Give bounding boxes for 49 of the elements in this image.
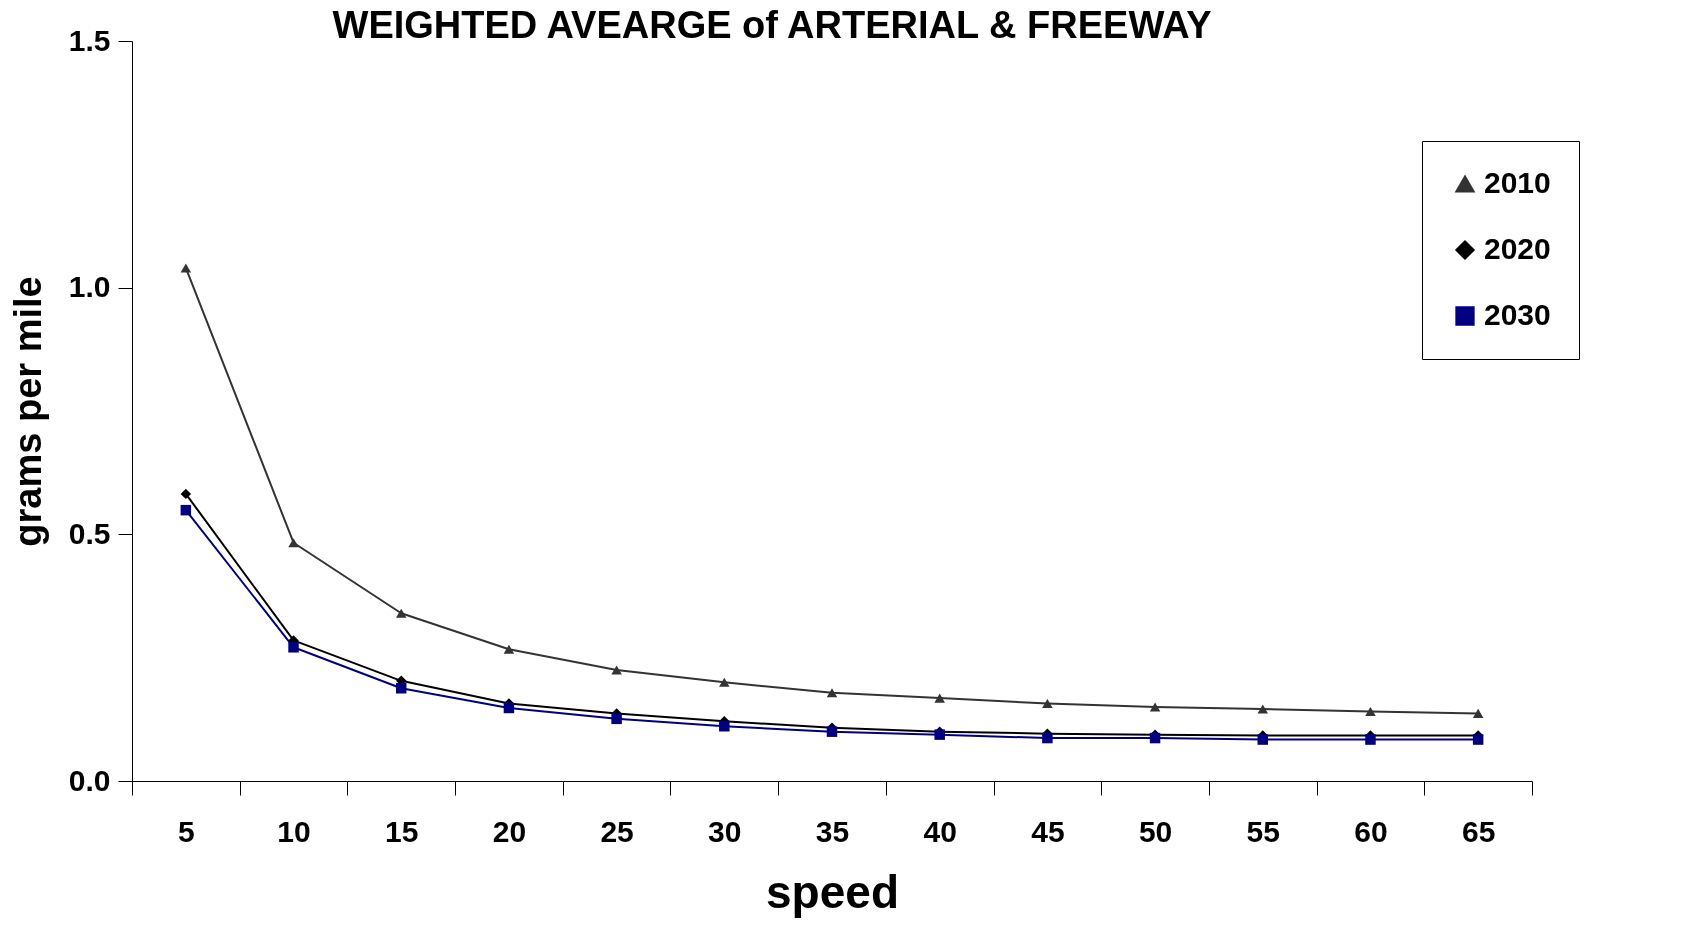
legend-label: 2010: [1484, 166, 1551, 199]
point: [288, 642, 299, 653]
point: [1257, 734, 1269, 745]
x-tick-label: 25: [600, 814, 634, 848]
x-tick-label: 40: [923, 814, 957, 848]
point: [719, 721, 730, 732]
x-tick-label: 65: [1461, 814, 1496, 848]
x-tick-label: 20: [492, 814, 527, 848]
point: [503, 702, 515, 714]
y-tick-label: 1.0: [68, 270, 111, 304]
point: [288, 538, 299, 548]
point: [180, 488, 192, 500]
point: [826, 688, 838, 698]
point: [934, 693, 945, 703]
x-axis-title: speed: [766, 865, 899, 918]
point: [1472, 734, 1484, 745]
x-tick-label: 15: [385, 814, 419, 848]
y-tick-label: 0.0: [68, 763, 111, 797]
point: [1042, 699, 1053, 709]
point: [180, 263, 192, 273]
y-tick-label: 1.5: [68, 23, 111, 57]
y-axis-title: grams per mile: [6, 276, 49, 547]
point: [1365, 734, 1376, 745]
x-tick-label: 5: [178, 814, 195, 848]
y-tick-label: 0.5: [68, 516, 111, 550]
point: [611, 665, 622, 675]
point: [1042, 732, 1053, 744]
point: [395, 683, 407, 694]
point: [1472, 708, 1484, 718]
point: [180, 504, 192, 516]
point: [1365, 706, 1376, 716]
x-tick-label: 55: [1246, 814, 1280, 848]
chart-title: WEIGHTED AVEARGE of ARTERIAL & FREEWAY: [332, 4, 1212, 46]
legend-label: 2020: [1484, 232, 1551, 265]
x-tick-label: 30: [708, 814, 742, 848]
x-tick-label: 10: [277, 814, 311, 848]
x-tick-label: 45: [1031, 814, 1065, 848]
x-tick-label: 50: [1138, 814, 1173, 848]
point: [395, 608, 407, 618]
x-tick-label: 60: [1354, 814, 1388, 848]
point: [611, 713, 622, 725]
point: [1149, 702, 1161, 712]
x-tick-label: 35: [815, 814, 850, 848]
point: [503, 644, 515, 654]
point: [826, 726, 838, 737]
legend-label: 2030: [1484, 298, 1551, 331]
point: [719, 677, 730, 687]
point: [1149, 732, 1161, 744]
point: [1257, 704, 1269, 714]
